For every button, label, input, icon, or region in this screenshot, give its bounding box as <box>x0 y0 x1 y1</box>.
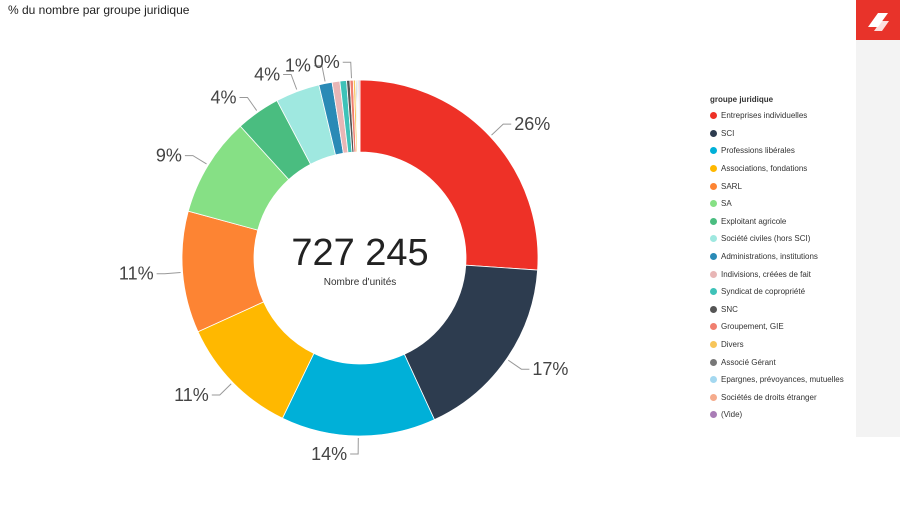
legend-item-0[interactable]: Entreprises individuelles <box>710 107 844 125</box>
legend-item-14[interactable]: Associé Gérant <box>710 353 844 371</box>
legend-label-14: Associé Gérant <box>721 357 776 367</box>
slice-labels: 26%17%14%11%11%9%4%4% 1% 0% <box>119 52 568 464</box>
legend-swatch-1 <box>710 129 717 137</box>
slice-label-7: 4% <box>254 65 280 85</box>
legend-swatch-12 <box>710 323 717 331</box>
chart-title: % du nombre par groupe juridique <box>8 3 190 17</box>
legend-swatch-13 <box>710 341 717 349</box>
leader-line-8 <box>313 65 326 82</box>
legend-swatch-5 <box>710 200 717 208</box>
legend-item-8[interactable]: Administrations, institutions <box>710 248 844 266</box>
legend-swatch-6 <box>710 217 717 225</box>
legend-swatch-8 <box>710 253 717 261</box>
legend-swatch-9 <box>710 270 717 278</box>
donut-slices <box>181 79 539 437</box>
legend-item-13[interactable]: Divers <box>710 336 844 354</box>
legend-item-15[interactable]: Epargnes, prévoyances, mutuelles <box>710 371 844 389</box>
center-total: 727 245 <box>291 232 428 274</box>
legend-swatch-7 <box>710 235 717 243</box>
legend-label-0: Entreprises individuelles <box>721 111 808 121</box>
leader-line-0 <box>491 123 512 136</box>
slice-label-3: 11% <box>174 385 209 405</box>
legend-label-17: (Vide) <box>721 410 743 420</box>
legend-swatch-17 <box>710 411 717 419</box>
legend-swatch-16 <box>710 393 717 401</box>
legend-label-13: Divers <box>721 340 744 350</box>
slice-label-5: 9% <box>156 146 182 166</box>
slice-label-12: 0% <box>314 52 340 72</box>
slice-label-2: 14% <box>311 444 347 464</box>
legend-item-12[interactable]: Groupement, GIE <box>710 318 844 336</box>
legend-item-11[interactable]: SNC <box>710 301 844 319</box>
leader-line-3 <box>211 383 232 396</box>
legend-title: groupe juridique <box>710 95 774 104</box>
legend-swatch-10 <box>710 288 717 296</box>
legend-label-11: SNC <box>721 304 738 314</box>
side-panel <box>856 0 900 437</box>
legend: groupe juridique Entreprises individuell… <box>710 95 844 424</box>
legend-item-7[interactable]: Société civiles (hors SCI) <box>710 230 844 248</box>
legend-item-9[interactable]: Indivisions, créées de fait <box>710 265 844 283</box>
leader-lines <box>156 61 530 455</box>
leader-line-2 <box>350 437 359 455</box>
leader-line-6 <box>239 96 258 111</box>
legend-label-5: SA <box>721 199 732 209</box>
legend-label-4: SARL <box>721 181 742 191</box>
legend-swatch-14 <box>710 358 717 366</box>
legend-label-8: Administrations, institutions <box>721 252 818 262</box>
brand-logo <box>856 0 900 40</box>
legend-swatch-4 <box>710 182 717 190</box>
legend-swatch-3 <box>710 165 717 173</box>
slice-label-0: 26% <box>514 114 550 134</box>
center-label: Nombre d'unités <box>324 277 397 288</box>
slice-label-1: 17% <box>532 359 568 379</box>
legend-label-15: Epargnes, prévoyances, mutuelles <box>721 375 844 385</box>
legend-label-16: Sociétés de droits étranger <box>721 392 817 402</box>
legend-item-10[interactable]: Syndicat de copropriété <box>710 283 844 301</box>
slice-label-6: 4% <box>210 87 236 107</box>
legend-item-5[interactable]: SA <box>710 195 844 213</box>
legend-label-1: SCI <box>721 128 735 138</box>
legend-swatch-15 <box>710 376 717 384</box>
legend-swatch-11 <box>710 305 717 313</box>
legend-item-4[interactable]: SARL <box>710 177 844 195</box>
legend-label-7: Société civiles (hors SCI) <box>721 234 811 244</box>
leader-line-12 <box>342 61 352 79</box>
slice-label-8: 1% <box>285 56 311 76</box>
slice-1[interactable] <box>403 264 539 421</box>
leader-line-1 <box>507 359 530 370</box>
legend-label-2: Professions libérales <box>721 146 795 156</box>
legend-swatch-0 <box>710 112 717 120</box>
leader-line-4 <box>156 271 181 275</box>
legend-item-3[interactable]: Associations, fondations <box>710 160 844 178</box>
legend-item-17[interactable]: (Vide) <box>710 406 844 424</box>
leader-line-7 <box>283 74 298 90</box>
leader-line-5 <box>184 155 207 165</box>
legend-label-6: Exploitant agricole <box>721 216 787 226</box>
slice-17[interactable] <box>358 79 361 153</box>
legend-label-3: Associations, fondations <box>721 164 808 174</box>
legend-item-16[interactable]: Sociétés de droits étranger <box>710 389 844 407</box>
legend-swatch-2 <box>710 147 717 155</box>
legend-label-9: Indivisions, créées de fait <box>721 269 811 279</box>
slice-label-4: 11% <box>119 264 154 284</box>
legend-item-1[interactable]: SCI <box>710 125 844 143</box>
legend-label-10: Syndicat de copropriété <box>721 287 806 297</box>
legend-item-2[interactable]: Professions libérales <box>710 142 844 160</box>
legend-item-6[interactable]: Exploitant agricole <box>710 213 844 231</box>
slice-0[interactable] <box>359 79 539 271</box>
legend-label-12: Groupement, GIE <box>721 322 784 332</box>
